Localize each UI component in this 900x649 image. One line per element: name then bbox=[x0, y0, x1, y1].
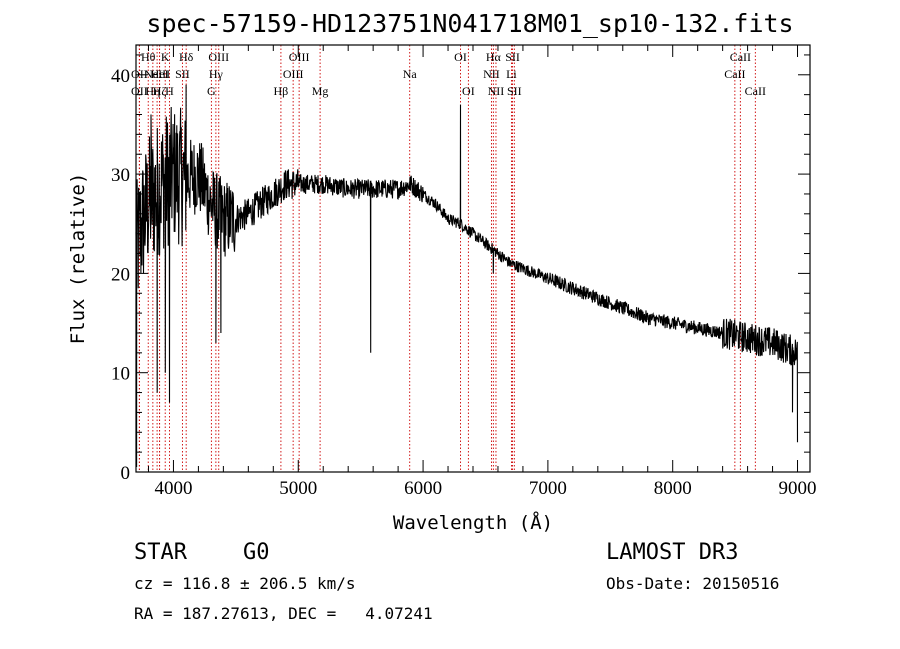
object-subclass: G0 bbox=[243, 540, 270, 565]
spectral-line-label: Hδ bbox=[179, 50, 194, 64]
spectral-line-label: HeI bbox=[151, 67, 169, 81]
x-tick-label: 5000 bbox=[279, 478, 317, 499]
x-tick-label: 6000 bbox=[404, 478, 442, 499]
redshift-cz: cz = 116.8 ± 206.5 km/s bbox=[134, 574, 356, 593]
y-tick-label: 10 bbox=[111, 364, 130, 385]
spectral-line-label: SII bbox=[175, 67, 190, 81]
spectral-line-label: SII bbox=[505, 50, 520, 64]
axis-ticks: 4000 5000 6000 7000 8000 9000 0 10 20 30 40 bbox=[111, 45, 817, 499]
spectral-line-label: CaII bbox=[724, 67, 745, 81]
observation-date: Obs-Date: 20150516 bbox=[606, 574, 780, 593]
x-tick-label: 7000 bbox=[529, 478, 567, 499]
y-axis-label: Flux (relative) bbox=[67, 173, 89, 345]
y-tick-label: 40 bbox=[111, 66, 130, 87]
spectral-line-label: Hβ bbox=[274, 84, 289, 98]
spectral-line-label: OIII bbox=[208, 50, 229, 64]
x-tick-label: 4000 bbox=[154, 478, 192, 499]
x-tick-label: 8000 bbox=[654, 478, 692, 499]
spectral-line-label: OII bbox=[131, 84, 148, 98]
spectral-line-label: Hα bbox=[486, 50, 502, 64]
coordinates: RA = 187.27613, DEC = 4.07241 bbox=[134, 604, 433, 623]
spectral-line-label: OIII bbox=[283, 67, 304, 81]
y-tick-label: 0 bbox=[121, 463, 131, 484]
spectral-line-label: Li bbox=[506, 67, 517, 81]
spectral-line-labels: OIIOIIHθHηNeIIIHeIHζKHSIIHδGHγOIIIHβOIII… bbox=[131, 50, 766, 98]
spectral-line-label: G bbox=[207, 84, 216, 98]
spectral-line-label: NeIII bbox=[144, 67, 170, 81]
spectral-line-label: Hγ bbox=[209, 67, 224, 81]
spectral-line-label: OII bbox=[131, 67, 148, 81]
y-tick-label: 20 bbox=[111, 264, 130, 285]
spectral-line-label: Na bbox=[403, 67, 418, 81]
spectral-line-label: OIII bbox=[289, 50, 310, 64]
x-tick-label: 9000 bbox=[779, 478, 817, 499]
spectral-line-label: CaII bbox=[745, 84, 766, 98]
spectral-line-markers bbox=[138, 45, 756, 472]
spectral-line-label: Hη bbox=[145, 84, 160, 98]
spectral-line-label: NII bbox=[483, 67, 500, 81]
spectral-line-label: K bbox=[161, 50, 170, 64]
spectral-line-label: SII bbox=[507, 84, 522, 98]
spectral-line-label: H bbox=[165, 84, 174, 98]
spectral-line-label: Hθ bbox=[141, 50, 156, 64]
spectral-line-label: OI bbox=[454, 50, 467, 64]
spectral-line-label: Hζ bbox=[153, 84, 167, 98]
spectrum-line bbox=[135, 84, 799, 468]
spectral-line-label: Mg bbox=[312, 84, 329, 98]
y-tick-label: 30 bbox=[111, 165, 130, 186]
x-axis-label: Wavelength (Å) bbox=[393, 511, 553, 534]
spectral-line-label: CaII bbox=[730, 50, 751, 64]
plot-frame bbox=[135, 44, 811, 473]
spectral-line-label: OI bbox=[462, 84, 475, 98]
spectral-line-label: NII bbox=[488, 84, 505, 98]
survey-name: LAMOST DR3 bbox=[606, 540, 739, 565]
object-class: STAR bbox=[134, 540, 187, 565]
chart-title: spec-57159-HD123751N041718M01_sp10-132.f… bbox=[146, 9, 793, 38]
